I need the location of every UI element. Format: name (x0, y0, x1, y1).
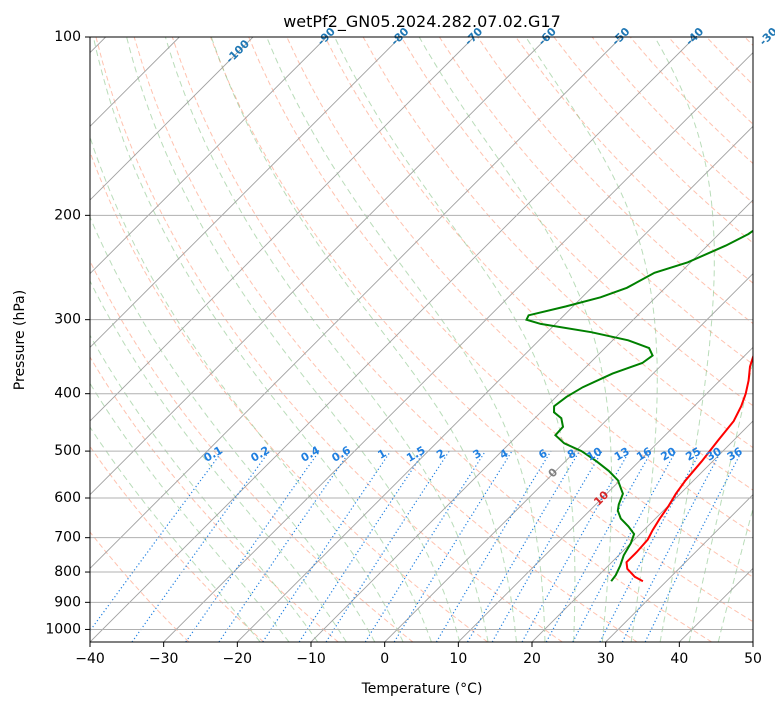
dry-adiabat (133, 37, 638, 642)
dry-adiabat (171, 37, 712, 642)
y-tick-label: 600 (54, 490, 81, 506)
dry-adiabat (95, 37, 563, 642)
dry-adiabat (90, 356, 339, 642)
mixing-ratio-line (572, 450, 677, 642)
y-tick-label: 100 (54, 29, 81, 45)
profile-lines (525, 229, 753, 583)
dry-adiabat (90, 445, 264, 642)
dry-adiabat (400, 37, 753, 407)
mixing-ratio-line (521, 450, 631, 642)
y-tick-label: 400 (54, 386, 81, 402)
mixing-ratio-line (298, 450, 425, 642)
isotherm-line (384, 273, 753, 642)
x-tick-label: 50 (744, 651, 762, 667)
mixing-ratio-line (90, 450, 223, 632)
isotherm-line (90, 37, 622, 569)
mixing-ratio-labels: 0.1 0.2 0.4 0.6 1 1.5 2 3 4 6 8 10 13 16 20 25 30 36 (201, 443, 744, 464)
isotherm-line (90, 37, 401, 348)
y-tick-label: 200 (54, 207, 81, 223)
plot-background (90, 37, 753, 642)
plot-frame (89, 36, 754, 643)
moist-adiabat (688, 358, 753, 642)
x-tick-label: 40 (670, 651, 688, 667)
isotherm-line (90, 37, 696, 642)
y-axis: 100 200 300 400 500 600 700 800 900 1000 (45, 29, 90, 637)
mixing-ratio-line (545, 450, 653, 642)
moist-adiabat (92, 37, 432, 642)
moist-adiabat (164, 37, 489, 642)
moist-adiabat (90, 334, 319, 642)
mixing-ratio-line (621, 450, 722, 642)
isotherm-line (90, 37, 327, 275)
x-tick-label: −40 (75, 651, 105, 667)
x-axis: −40 −30 −20 −10 0 10 20 30 40 50 (75, 642, 762, 667)
x-tick-label: −10 (296, 651, 326, 667)
moist-adiabat (334, 37, 576, 642)
x-axis-label: Temperature (°C) (361, 681, 483, 697)
isotherm-line (605, 494, 753, 642)
y-tick-label: 500 (54, 443, 81, 459)
isotherm-line (752, 641, 753, 642)
moist-adiabat (654, 37, 715, 642)
isotherm-line (90, 37, 475, 422)
y-tick-label: 1000 (45, 621, 81, 637)
mixing-ratio-line (644, 450, 743, 642)
x-tick-label: 20 (523, 651, 541, 667)
moist-adiabat (90, 135, 404, 642)
dewpoint-line (525, 229, 753, 582)
dry-adiabat (515, 37, 753, 284)
dry-adiabat (248, 37, 753, 578)
moist-adiabat (266, 37, 546, 642)
dry-adiabat (210, 37, 753, 623)
y-tick-label: 900 (54, 594, 81, 610)
y-tick-label: 800 (54, 564, 81, 580)
y-tick-label: 700 (54, 530, 81, 546)
moist-adiabat (126, 37, 461, 642)
y-axis-label: Pressure (hPa) (12, 290, 28, 390)
mixing-ratio-line (466, 450, 580, 642)
chart-title: wetPf2_GN05.2024.282.07.02.G17 (283, 12, 561, 32)
moist-adiabat (90, 215, 376, 642)
pressure-grid (90, 37, 753, 630)
y-tick-label: 300 (54, 312, 81, 328)
isotherm-line (90, 37, 254, 201)
isotherm-line (90, 37, 548, 496)
isotherm-line (163, 52, 753, 642)
moist-adiabat (525, 37, 658, 642)
isotherm-line (237, 125, 753, 642)
isotherm-line (310, 199, 753, 642)
isotherm-line (458, 346, 753, 642)
mixing-ratio-line (131, 450, 270, 642)
dry-adiabat (324, 37, 753, 491)
isotherm-label: -30 (757, 25, 775, 48)
mixing-ratio-line (364, 450, 486, 642)
x-tick-label: −20 (223, 651, 253, 667)
mixing-ratio-line (491, 450, 603, 642)
mixing-ratio-line (325, 450, 450, 642)
x-tick-label: 30 (597, 651, 615, 667)
dry-adiabat (90, 150, 488, 642)
moist-adiabat (717, 506, 753, 642)
dry-adiabat (438, 37, 753, 366)
mixing-ratio-line (599, 450, 702, 642)
moist-adiabat (418, 37, 613, 642)
isotherm-line (531, 420, 753, 642)
dry-adiabat (90, 531, 190, 642)
x-tick-label: 0 (380, 651, 389, 667)
moist-adiabat (210, 37, 517, 642)
moist-adiabat (90, 382, 290, 642)
moist-adiabat (90, 426, 261, 642)
x-tick-label: −30 (149, 651, 179, 667)
x-tick-label: 10 (449, 651, 467, 667)
temperature-line (625, 354, 753, 583)
